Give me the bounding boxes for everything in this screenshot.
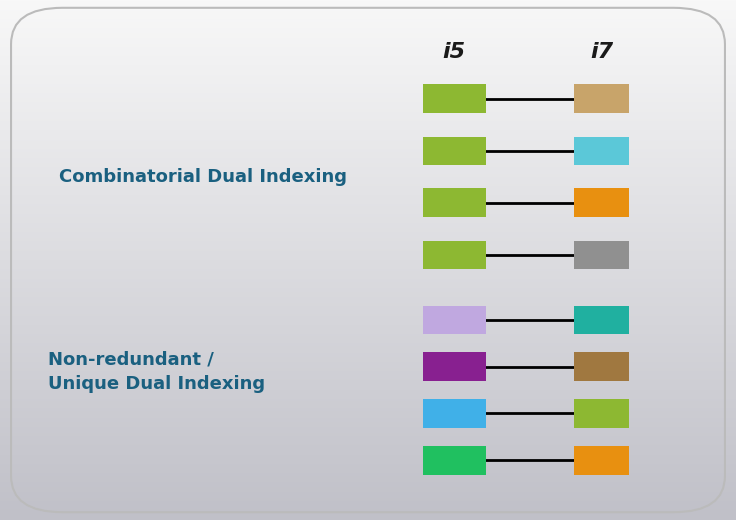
Text: Non-redundant /
Unique Dual Indexing: Non-redundant / Unique Dual Indexing: [48, 350, 265, 393]
Bar: [574, 399, 629, 427]
Text: i5: i5: [442, 42, 466, 62]
Bar: [574, 353, 629, 381]
Bar: [574, 240, 629, 269]
Bar: [423, 446, 486, 474]
Bar: [574, 136, 629, 165]
Bar: [574, 446, 629, 474]
Bar: [574, 84, 629, 113]
Bar: [423, 240, 486, 269]
Bar: [423, 188, 486, 217]
Bar: [423, 136, 486, 165]
Bar: [423, 84, 486, 113]
Bar: [574, 305, 629, 334]
Bar: [574, 188, 629, 217]
Text: Combinatorial Dual Indexing: Combinatorial Dual Indexing: [59, 168, 347, 186]
Bar: [423, 353, 486, 381]
Bar: [423, 399, 486, 427]
Text: i7: i7: [590, 42, 614, 62]
Bar: [423, 305, 486, 334]
